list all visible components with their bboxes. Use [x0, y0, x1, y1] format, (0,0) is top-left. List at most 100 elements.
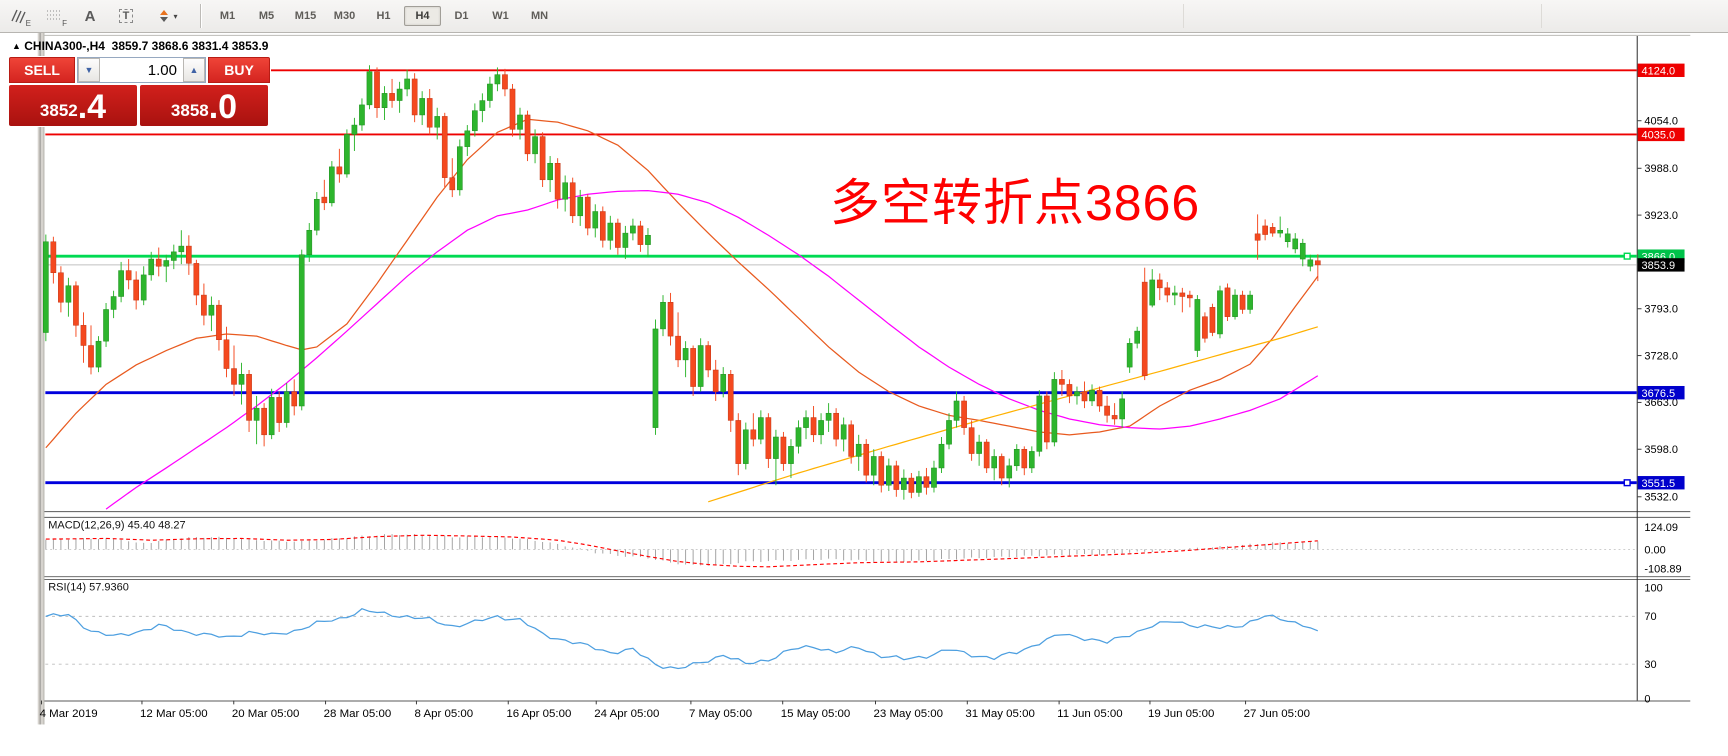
candle-body — [1284, 233, 1291, 242]
price-tick-label: 3663.0 — [1644, 397, 1678, 409]
time-axis-label: 16 Apr 05:00 — [506, 708, 571, 720]
candle-body — [998, 456, 1005, 479]
timeframe-button-w1[interactable]: W1 — [492, 10, 509, 22]
candle-body — [216, 304, 222, 340]
candle-body — [833, 412, 839, 440]
rsi-label: RSI(14) 57.9360 — [48, 582, 129, 594]
candle-body — [396, 88, 403, 101]
bid-price-dec: .4 — [77, 88, 107, 126]
timeframe-button-m5[interactable]: M5 — [258, 10, 275, 22]
timeframe-group: M1 M5 M15 M30 H1 H4 D1 W1 MN — [208, 6, 559, 26]
candle-body — [253, 407, 260, 421]
candle-body — [765, 417, 772, 459]
left-frame-strip — [37, 33, 45, 725]
candle-body — [170, 251, 177, 261]
volume-increase-button[interactable]: ▲ — [183, 58, 205, 82]
timeframe-button-m1[interactable]: M1 — [219, 10, 236, 22]
candle-body — [381, 93, 388, 108]
text-box-icon[interactable]: T — [110, 3, 142, 29]
toolbar: E F A T ▾ M1 M5 M15 M30 H1 H4 D1 W1 MN — [0, 0, 1728, 33]
time-axis-label: 8 Apr 05:00 — [415, 708, 474, 720]
candle-body — [1209, 307, 1216, 333]
candle-body — [615, 222, 621, 248]
candle-body — [607, 222, 614, 241]
timeframe-button-h4[interactable]: H4 — [404, 6, 441, 26]
candle-body — [456, 146, 463, 191]
candle-body — [885, 465, 892, 486]
price-badge-label: 4124.0 — [1642, 66, 1676, 78]
chart-hatch-e-icon[interactable]: E — [2, 3, 34, 29]
icon-sub-label: E — [25, 19, 31, 28]
candle-body — [1149, 279, 1156, 306]
time-axis-label: 24 Apr 05:00 — [594, 708, 659, 720]
candle-body — [1239, 294, 1246, 310]
candle-body — [1314, 260, 1321, 266]
icon-sub-label: F — [62, 19, 67, 28]
candle-body — [336, 166, 343, 175]
candle-body — [946, 420, 952, 445]
collapse-triangle-icon[interactable]: ▲ — [12, 41, 21, 51]
candle-body — [502, 74, 508, 90]
price-badge-resistance — [1637, 63, 1685, 77]
candle-body — [1006, 465, 1013, 479]
candle-body — [411, 78, 418, 116]
candle-body — [268, 397, 275, 436]
price-tick-label: 4054.0 — [1644, 116, 1678, 128]
buy-button[interactable]: BUY — [208, 57, 270, 83]
time-axis-label: 15 May 05:00 — [781, 708, 851, 720]
candle-body — [1187, 294, 1193, 299]
volume-input[interactable]: 1.00 — [147, 61, 177, 79]
sell-button[interactable]: SELL — [9, 57, 75, 83]
candle-body — [487, 83, 493, 101]
candle-body — [554, 162, 561, 200]
candle-body — [735, 420, 742, 464]
candle-body — [667, 302, 674, 337]
candle-body — [622, 232, 629, 248]
candle-body — [1194, 299, 1201, 351]
candle-body — [750, 429, 757, 440]
ask-price-int: 3858 — [170, 101, 209, 120]
volume-decrease-button[interactable]: ▼ — [78, 58, 100, 82]
candle-body — [313, 199, 320, 231]
candle-body — [1217, 290, 1223, 335]
price-badge-current-price — [1637, 258, 1685, 272]
candle-body — [238, 374, 245, 385]
candle-body — [472, 110, 478, 132]
candle-body — [133, 279, 139, 301]
bid-quote-button[interactable]: 3852.4 — [9, 85, 137, 126]
candle-body — [441, 116, 448, 178]
line-drag-handle[interactable] — [1623, 252, 1631, 260]
text-label-icon[interactable]: A — [84, 7, 96, 25]
macd-signal-line — [45, 534, 1318, 568]
candle-body — [848, 424, 854, 457]
candle-body — [321, 196, 328, 204]
candle-body — [720, 374, 727, 392]
candle-body — [1141, 281, 1148, 376]
candle-body — [73, 285, 79, 326]
candle-body — [351, 124, 358, 135]
timeframe-button-mn[interactable]: MN — [530, 10, 549, 22]
candle-body — [283, 391, 290, 423]
candle-body — [1051, 379, 1058, 443]
candle-body — [1164, 287, 1171, 296]
timeframe-button-m30[interactable]: M30 — [333, 10, 356, 22]
candle-body — [1202, 316, 1208, 339]
candle-body — [697, 345, 704, 387]
timeframe-button-h1[interactable]: H1 — [376, 10, 391, 22]
grid-f-icon[interactable]: F — [38, 3, 70, 29]
arrange-arrows-icon[interactable]: ▾ — [146, 3, 188, 29]
price-tick-label: 3988.0 — [1644, 163, 1678, 175]
candle-body — [434, 116, 441, 128]
timeframe-button-m15[interactable]: M15 — [294, 10, 317, 22]
candle-body — [1021, 448, 1028, 469]
candle-body — [306, 229, 313, 255]
candle-body — [201, 294, 207, 316]
candle-body — [208, 304, 215, 316]
candle-body — [742, 429, 749, 464]
ask-quote-button[interactable]: 3858.0 — [140, 85, 268, 126]
candle-body — [517, 114, 523, 130]
line-drag-handle[interactable] — [1623, 479, 1631, 487]
timeframe-button-d1[interactable]: D1 — [454, 10, 469, 22]
chart-text-annotation[interactable]: 多空转折点3866 — [830, 175, 1201, 231]
macd-scale-label: -108.89 — [1644, 564, 1681, 576]
